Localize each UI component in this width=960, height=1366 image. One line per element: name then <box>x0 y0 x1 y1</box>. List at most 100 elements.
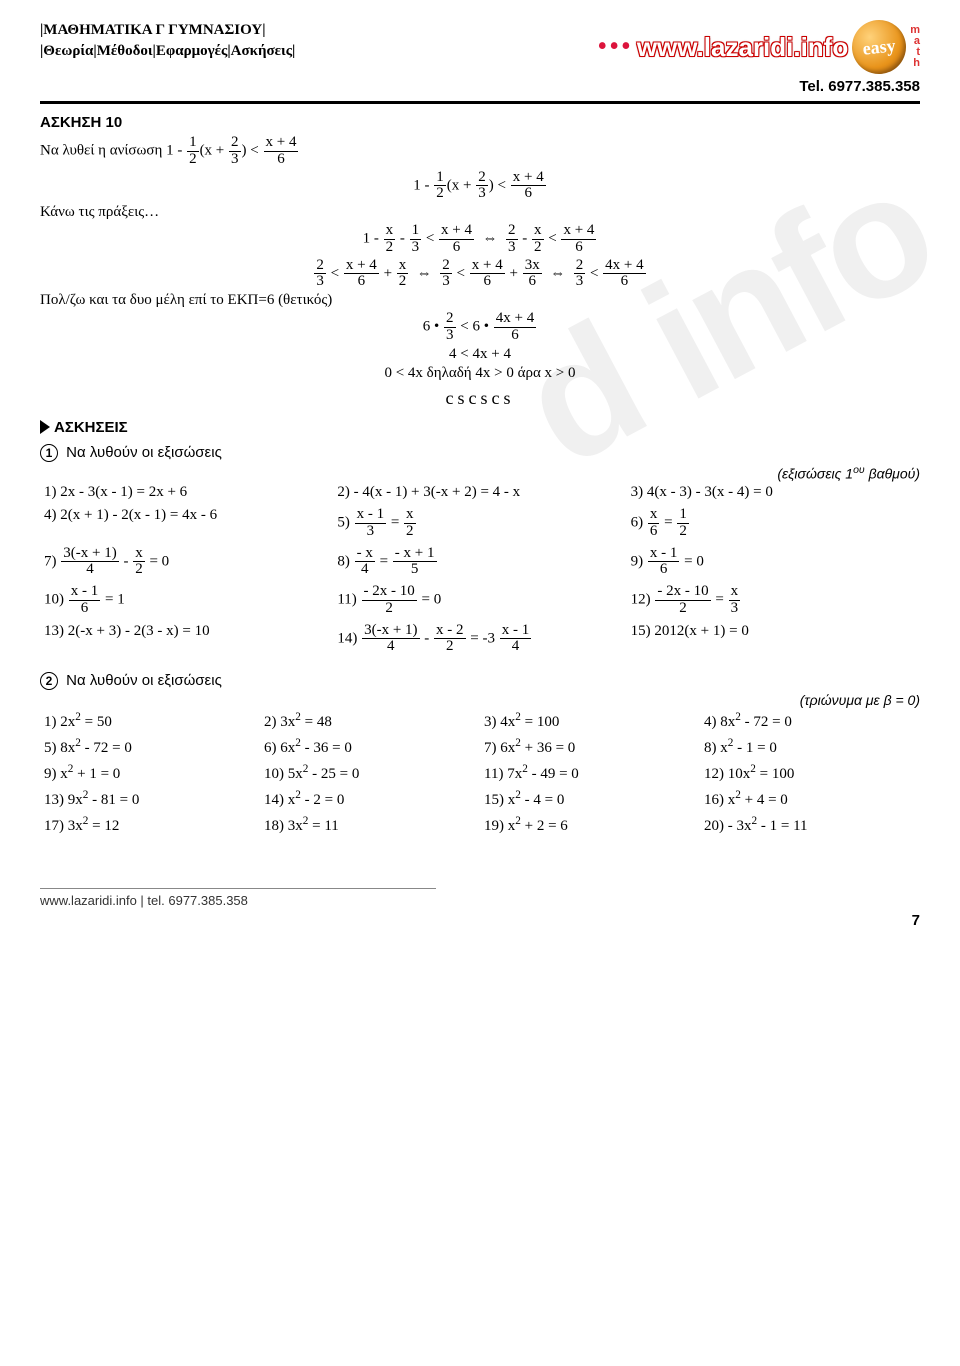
block2-cell: 6) 6x2 - 36 = 0 <box>260 734 480 760</box>
item-number: 2) <box>264 714 277 730</box>
equation: 2x2 = 50 <box>60 714 112 730</box>
equation: 8x2 - 72 = 0 <box>720 714 792 730</box>
item-number: 18) <box>264 818 284 834</box>
easy-badge-icon: easy <box>850 17 909 76</box>
block1-cell: 7) 3(-x + 1)4 - x2 = 0 <box>40 543 333 582</box>
work-line4: 6 • 23 < 6 • 4x + 46 <box>40 311 920 344</box>
item-number: 15) <box>631 623 651 639</box>
equation: 3x2 = 48 <box>280 714 332 730</box>
equation: 6x2 - 36 = 0 <box>280 740 352 756</box>
block2-cell: 3) 4x2 = 100 <box>480 708 700 734</box>
block2-cell: 12) 10x2 = 100 <box>700 760 920 786</box>
equation: x2 + 1 = 0 <box>60 766 120 782</box>
block2-cell: 11) 7x2 - 49 = 0 <box>480 760 700 786</box>
item-number: 8) <box>704 740 717 756</box>
item-number: 3) <box>484 714 497 730</box>
item-number: 20) <box>704 818 724 834</box>
work-line2: 1 - x2 - 13 < x + 46 ⇔ 23 - x2 < x + 46 <box>40 223 920 256</box>
exercises-heading-text: ΑΣΚΗΣΕΙΣ <box>54 419 128 436</box>
work-line5: 4 < 4x + 4 <box>40 346 920 363</box>
block2-cell: 20) - 3x2 - 1 = 11 <box>700 812 920 838</box>
item-number: 4) <box>704 714 717 730</box>
block2-cell: 13) 9x2 - 81 = 0 <box>40 786 260 812</box>
item-number: 5) <box>337 515 350 531</box>
item-number: 19) <box>484 818 504 834</box>
block2-note: (τριώνυμα με β = 0) <box>40 692 920 708</box>
item-number: 11) <box>337 592 356 608</box>
item-number: 11) <box>484 766 503 782</box>
item-number: 14) <box>264 792 284 808</box>
item-number: 10) <box>264 766 284 782</box>
math-vert: math <box>910 25 920 69</box>
item-number: 10) <box>44 592 64 608</box>
item-number: 2) <box>337 484 350 500</box>
item-number: 5) <box>44 740 57 756</box>
item-number: 7) <box>44 553 57 569</box>
equation: 2(x + 1) - 2(x - 1) = 4x - 6 <box>60 507 217 523</box>
block1-cell: 5) x - 13 = x2 <box>333 504 626 543</box>
divider-ornament: cscscs <box>40 388 920 409</box>
site-logo: www.lazaridi.info <box>637 32 848 63</box>
block1-cell: 4) 2(x + 1) - 2(x - 1) = 4x - 6 <box>40 504 333 543</box>
block2-cell: 9) x2 + 1 = 0 <box>40 760 260 786</box>
block2-cell: 17) 3x2 = 12 <box>40 812 260 838</box>
block1-cell: 12) - 2x - 102 = x3 <box>627 581 920 620</box>
block1-cell: 14) 3(-x + 1)4 - x - 22 = -3 x - 14 <box>333 620 626 659</box>
item-number: 12) <box>631 592 651 608</box>
equation: x2 - 4 = 0 <box>508 792 565 808</box>
equation: 3x2 = 11 <box>288 818 339 834</box>
header-line1: |ΜΑΘΗΜΑΤΙΚΑ Γ ΓΥΜΝΑΣΙΟΥ| <box>40 20 295 41</box>
item-number: 6) <box>264 740 277 756</box>
item-number: 12) <box>704 766 724 782</box>
equation: 4(x - 3) - 3(x - 4) = 0 <box>647 484 773 500</box>
block1-note: (εξισώσεις 1ου βαθμού) <box>40 464 920 482</box>
item-number: 4) <box>44 507 57 523</box>
item-number: 1) <box>44 484 57 500</box>
block1-head-text: Να λυθούν οι εξισώσεις <box>66 444 222 461</box>
item-number: 1) <box>44 714 57 730</box>
item-number: 13) <box>44 623 64 639</box>
block2-cell: 5) 8x2 - 72 = 0 <box>40 734 260 760</box>
header-right: ••• www.lazaridi.info easy math Tel. 697… <box>597 20 920 95</box>
block1-cell: 2) - 4(x - 1) + 3(-x + 2) = 4 - x <box>333 481 626 504</box>
block1-head: 1 Να λυθούν οι εξισώσεις <box>40 444 920 462</box>
block2-cell: 18) 3x2 = 11 <box>260 812 480 838</box>
header-left: |ΜΑΘΗΜΑΤΙΚΑ Γ ΓΥΜΝΑΣΙΟΥ| |Θεωρία|Μέθοδοι… <box>40 20 295 62</box>
block2-cell: 19) x2 + 2 = 6 <box>480 812 700 838</box>
block1-cell: 10) x - 16 = 1 <box>40 581 333 620</box>
askisi10-title: ΑΣΚΗΣΗ 10 <box>40 114 920 131</box>
step2-label: Πολ/ζω και τα δυο μέλη επί το ΕΚΠ=6 (θετ… <box>40 292 920 309</box>
block2-cell: 8) x2 - 1 = 0 <box>700 734 920 760</box>
equation: x2 + 2 = 6 <box>508 818 568 834</box>
dots-icon: ••• <box>597 31 632 63</box>
prompt-text: Να λυθεί η ανίσωση <box>40 143 166 159</box>
block1-cell: 13) 2(-x + 3) - 2(3 - x) = 10 <box>40 620 333 659</box>
item-number: 14) <box>337 630 357 646</box>
item-number: 15) <box>484 792 504 808</box>
tel-label: Tel. 6977.385.358 <box>597 78 920 95</box>
block2-cell: 7) 6x2 + 36 = 0 <box>480 734 700 760</box>
block1-cell: 15) 2012(x + 1) = 0 <box>627 620 920 659</box>
circled-one-icon: 1 <box>40 444 58 462</box>
item-number: 6) <box>631 515 644 531</box>
block1-cell: 11) - 2x - 102 = 0 <box>333 581 626 620</box>
item-number: 8) <box>337 553 350 569</box>
circled-two-icon: 2 <box>40 672 58 690</box>
block1-cell: 1) 2x - 3(x - 1) = 2x + 6 <box>40 481 333 504</box>
askisi10-prompt: Να λυθεί η ανίσωση 1 - 12(x + 23) < x + … <box>40 135 920 168</box>
item-number: 17) <box>44 818 64 834</box>
item-number: 9) <box>631 553 644 569</box>
equation: - 3x2 - 1 = 11 <box>728 818 808 834</box>
item-number: 9) <box>44 766 57 782</box>
block2-cell: 2) 3x2 = 48 <box>260 708 480 734</box>
block2-cell: 15) x2 - 4 = 0 <box>480 786 700 812</box>
item-number: 7) <box>484 740 497 756</box>
work-line6: 0 < 4x δηλαδή 4x > 0 άρα x > 0 <box>40 365 920 382</box>
equation: 4x2 = 100 <box>500 714 559 730</box>
equation: 3x2 = 12 <box>68 818 120 834</box>
equation: x2 - 2 = 0 <box>288 792 345 808</box>
block2-cell: 4) 8x2 - 72 = 0 <box>700 708 920 734</box>
equation: 8x2 - 72 = 0 <box>60 740 132 756</box>
block2-cell: 10) 5x2 - 25 = 0 <box>260 760 480 786</box>
work-line3: 23 < x + 46 + x2 ⇔ 23 < x + 46 + 3x6 ⇔ 2… <box>40 258 920 291</box>
